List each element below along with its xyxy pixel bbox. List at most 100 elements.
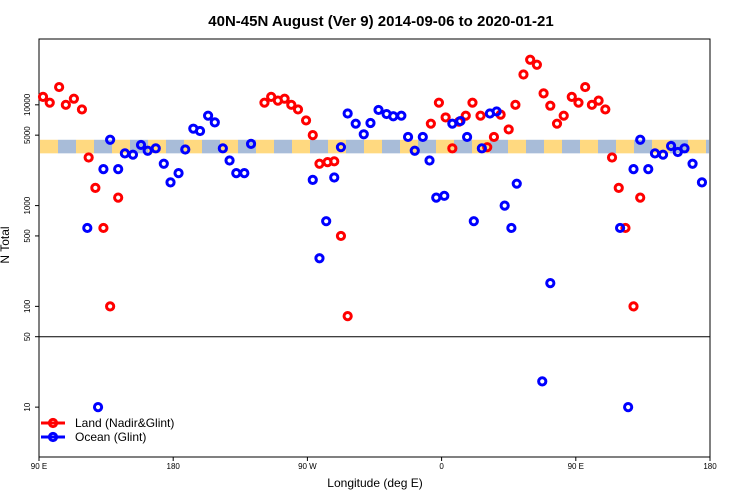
band-segment [274, 139, 280, 154]
ocean-point [476, 143, 487, 154]
land-point [482, 142, 493, 153]
ocean-point [657, 149, 669, 160]
land-point [503, 124, 514, 135]
legend-land-marker [47, 417, 59, 429]
y-tick-label: 50 [23, 332, 32, 341]
ocean-point [696, 177, 708, 188]
land-point [286, 99, 297, 110]
x-axis: 90 E 180 90 W 0 90 E 180 [31, 457, 717, 471]
band-segment [130, 139, 136, 154]
band-segment [424, 139, 430, 154]
ocean-point [307, 174, 318, 185]
band-segment [190, 139, 196, 154]
band-segment [496, 139, 502, 154]
band-segment [220, 139, 226, 154]
band-segment [52, 139, 58, 154]
band-segment [640, 139, 646, 154]
band-segment [82, 139, 88, 154]
ocean-point [150, 143, 161, 154]
ocean-point [135, 139, 147, 151]
land-point [292, 104, 304, 115]
y-tick-label: 10000 [23, 93, 32, 116]
band-segment [418, 139, 424, 154]
land-point [613, 182, 624, 193]
band-segment [604, 139, 610, 154]
land-point [105, 301, 116, 312]
ocean-point [335, 142, 347, 153]
band-segment [328, 139, 334, 154]
ocean-point [365, 117, 376, 129]
band-segment [154, 139, 160, 154]
land-point [279, 93, 290, 104]
x-tick-label: 90 E [31, 462, 47, 471]
legend-land-label: Land (Nadir&Glint) [75, 416, 174, 430]
legend: Land (Nadir&Glint) Ocean (Glint) [41, 416, 174, 444]
band-segment [214, 139, 220, 154]
band-segment [430, 139, 436, 154]
ocean-point [424, 155, 435, 166]
band-segment [40, 139, 46, 154]
band-segment [76, 139, 82, 154]
ocean-point [92, 402, 104, 413]
band-segment [256, 139, 262, 154]
land-point [37, 91, 49, 102]
band-segment [562, 139, 568, 154]
band-segment [622, 139, 628, 154]
land-point [580, 81, 591, 93]
land-point [68, 93, 79, 104]
band-segment [586, 139, 592, 154]
ocean-point [82, 222, 93, 234]
ocean-point [537, 376, 548, 387]
band-segment [628, 139, 634, 154]
land-point [60, 99, 71, 110]
band-segment [436, 139, 442, 154]
band-segment [286, 139, 292, 154]
y-tick-label: 500 [23, 229, 32, 243]
band-segment [538, 139, 544, 154]
ocean-point [245, 138, 257, 149]
band-segment [166, 139, 172, 154]
y-tick-label: 100 [23, 299, 32, 313]
land-point [531, 59, 542, 70]
band-segment [568, 139, 574, 154]
ocean-point [373, 104, 384, 116]
band-segment [70, 139, 76, 154]
ocean-point [209, 117, 220, 128]
land-point [259, 97, 270, 108]
ocean-point [127, 149, 139, 160]
band-segment [202, 139, 208, 154]
land-point [573, 97, 584, 108]
x-tick-label: 180 [703, 462, 717, 471]
ocean-point [224, 155, 235, 166]
band-segment [556, 139, 562, 154]
land-point [425, 118, 436, 129]
ocean-point [687, 158, 698, 169]
legend-ocean-marker [47, 431, 59, 443]
land-point [329, 156, 340, 167]
band-segment [280, 139, 286, 154]
series-ocean [82, 104, 708, 413]
land-point [586, 99, 598, 110]
band-segment [688, 139, 694, 154]
land-point [545, 100, 556, 111]
band-segment [706, 139, 709, 154]
ocean-point [461, 131, 473, 143]
land-point [551, 118, 563, 129]
land-point [90, 182, 101, 193]
band-segment [208, 139, 214, 154]
band-segment [238, 139, 244, 154]
ocean-point [342, 108, 353, 119]
ocean-point [665, 140, 677, 152]
band-segment [592, 139, 598, 154]
band-segment [700, 139, 706, 154]
chart-title: 40N-45N August (Ver 9) 2014-09-06 to 202… [208, 13, 553, 30]
land-point [76, 104, 88, 115]
land-point [83, 152, 94, 163]
ocean-point [202, 110, 214, 121]
ocean-point [231, 168, 242, 179]
band-segment [550, 139, 556, 154]
ocean-point [545, 278, 556, 289]
data-points [37, 54, 708, 413]
ocean-point [643, 164, 654, 175]
x-tick-label: 180 [167, 462, 181, 471]
